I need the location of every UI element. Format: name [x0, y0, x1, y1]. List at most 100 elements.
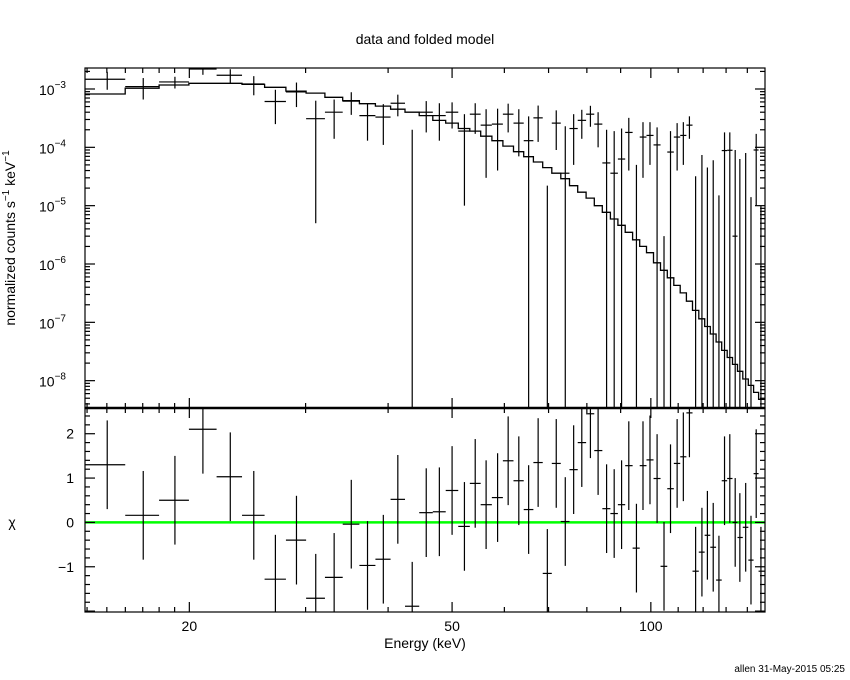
- residual-point: [551, 419, 561, 508]
- residual-point: [594, 408, 603, 495]
- residual-point: [660, 521, 668, 611]
- residual-point: [753, 429, 759, 518]
- y-tick-label: 10−3: [39, 80, 66, 98]
- residual-point: [324, 533, 343, 612]
- residual-point: [342, 479, 360, 569]
- data-point: [551, 110, 561, 150]
- data-point: [188, 68, 217, 75]
- residual-point: [432, 467, 446, 557]
- residual-point: [710, 502, 717, 592]
- residual-point: [502, 416, 514, 506]
- residual-point: [716, 535, 722, 612]
- residual-point: [85, 420, 126, 510]
- residual-point: [159, 455, 189, 545]
- data-point: [667, 131, 674, 408]
- residual-point: [586, 408, 595, 459]
- chart-title: data and folded model: [356, 31, 495, 47]
- data-point: [569, 114, 578, 165]
- data-point: [686, 116, 693, 139]
- model-step-curve: [85, 82, 765, 400]
- data-point: [445, 102, 459, 129]
- data-point: [680, 122, 687, 165]
- residual-panel-frame: [84, 407, 766, 613]
- y-tick-label: 0: [66, 514, 74, 530]
- x-tick-label: 20: [182, 618, 198, 634]
- residual-point: [216, 432, 243, 522]
- residual-point: [698, 507, 705, 597]
- data-point: [306, 100, 325, 224]
- residual-point: [646, 415, 654, 505]
- residual-point: [285, 495, 307, 585]
- residual-point: [125, 470, 160, 560]
- data-point: [732, 149, 738, 408]
- y-tick-label: −1: [58, 559, 74, 575]
- residual-point: [742, 482, 749, 572]
- residual-point: [445, 446, 459, 535]
- data-point: [513, 109, 524, 157]
- data-point: [432, 103, 446, 141]
- data-point: [264, 89, 286, 125]
- residual-point: [632, 503, 640, 593]
- x-tick-label: 50: [444, 618, 460, 634]
- data-point: [586, 105, 595, 127]
- data-point: [577, 109, 587, 139]
- residual-point: [480, 460, 492, 550]
- residual-point: [737, 493, 743, 582]
- residual-point: [704, 490, 711, 580]
- residual-point: [617, 460, 626, 550]
- residual-point: [542, 529, 552, 612]
- data-point: [523, 116, 534, 408]
- data-point: [594, 112, 603, 148]
- footer-timestamp: allen 31-May-2015 05:25: [734, 664, 845, 675]
- residual-point: [625, 421, 633, 510]
- y-axis-label-top: normalized counts s−1 keV−1: [1, 150, 18, 326]
- residual-point: [692, 526, 699, 612]
- residual-point: [491, 453, 503, 542]
- residual-point: [667, 444, 674, 534]
- y-tick-label: 10−7: [39, 313, 66, 331]
- residual-point: [673, 419, 681, 508]
- residual-point: [419, 468, 433, 558]
- data-point: [419, 101, 433, 133]
- data-point: [639, 122, 647, 178]
- data-point: [560, 126, 570, 408]
- residual-point: [680, 412, 687, 502]
- data-point: [602, 129, 611, 408]
- residual-point: [639, 421, 647, 510]
- residual-point: [727, 434, 733, 523]
- top-panel-frame: [84, 67, 766, 409]
- data-point: [342, 92, 360, 115]
- data-point: [324, 99, 343, 139]
- residual-point: [390, 455, 406, 544]
- data-point: [617, 128, 626, 408]
- y-tick-label: 1: [66, 470, 74, 486]
- residual-point: [242, 470, 265, 560]
- data-point: [653, 127, 661, 408]
- y-tick-label: 2: [66, 426, 74, 442]
- data-point: [125, 78, 160, 100]
- residual-point: [523, 465, 534, 554]
- data-point: [625, 117, 633, 171]
- residual-point: [577, 408, 587, 487]
- residual-point: [513, 436, 524, 526]
- y-tick-label: 10−5: [39, 197, 66, 215]
- data-point: [375, 104, 391, 145]
- data-point: [85, 71, 126, 90]
- residual-point: [569, 425, 578, 514]
- data-point: [469, 103, 481, 134]
- data-point: [646, 122, 654, 165]
- x-axis-label: Energy (keV): [384, 635, 466, 651]
- top-panel: [85, 68, 765, 408]
- residual-point: [306, 553, 325, 612]
- data-point: [502, 103, 514, 133]
- data-point: [359, 103, 376, 141]
- residual-point: [686, 408, 693, 458]
- residual-point: [405, 561, 420, 612]
- residual-point: [375, 514, 391, 604]
- residual-point: [653, 434, 661, 523]
- data-point: [216, 69, 243, 84]
- data-point: [242, 76, 265, 96]
- residual-point: [264, 534, 286, 612]
- residual-point: [732, 478, 738, 567]
